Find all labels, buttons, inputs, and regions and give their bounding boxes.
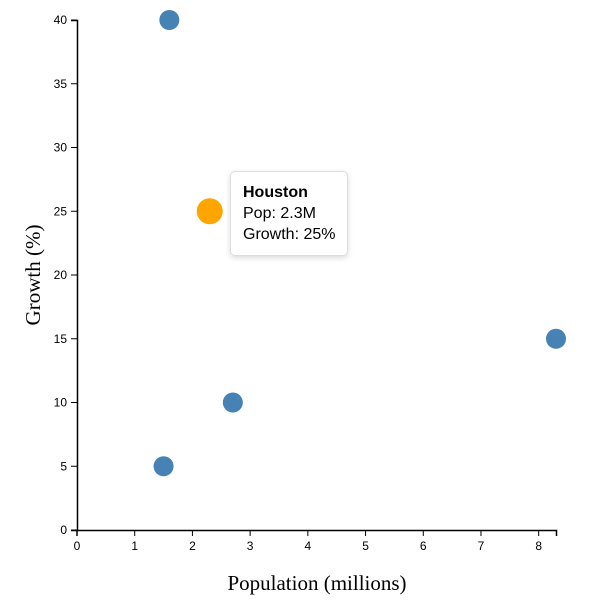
tooltip-city-name: Houston — [243, 184, 308, 201]
y-tick-label: 15 — [54, 332, 68, 346]
y-tick-label: 30 — [54, 141, 68, 155]
data-point — [222, 392, 243, 413]
x-tick-label: 4 — [304, 539, 311, 553]
y-tick-label: 35 — [54, 77, 68, 91]
x-tick-label: 5 — [362, 539, 369, 553]
y-tick-label: 0 — [60, 523, 67, 537]
y-tick-label: 40 — [54, 13, 68, 27]
x-axis: 0 1 2 3 4 5 6 7 8 — [74, 529, 558, 553]
data-points — [153, 10, 566, 477]
x-tick-label: 2 — [189, 539, 196, 553]
point-tooltip: Houston Pop: 2.3M Growth: 25% — [230, 171, 349, 256]
data-point — [546, 328, 566, 349]
tooltip-population: Pop: 2.3M — [243, 205, 316, 222]
y-tick-label: 25 — [54, 204, 68, 218]
x-tick-label: 3 — [247, 539, 254, 553]
x-tick-label: 0 — [74, 539, 81, 553]
data-point — [153, 456, 174, 477]
x-axis-title: Population (millions) — [227, 571, 406, 595]
y-axis: 0 5 10 15 20 25 30 35 40 — [54, 13, 79, 537]
x-axis-line — [76, 529, 558, 536]
y-axis-title: Growth (%) — [21, 225, 45, 326]
tooltip-growth: Growth: 25% — [243, 226, 336, 243]
x-tick-label: 1 — [131, 539, 138, 553]
x-tick-label: 6 — [420, 539, 427, 553]
y-tick-label: 10 — [54, 396, 68, 410]
data-point — [159, 10, 180, 30]
y-tick-label: 20 — [54, 268, 68, 282]
highlighted-data-point — [196, 198, 223, 225]
y-tick-label: 5 — [60, 459, 67, 473]
x-tick-label: 7 — [478, 539, 485, 553]
x-tick-label: 8 — [535, 539, 542, 553]
